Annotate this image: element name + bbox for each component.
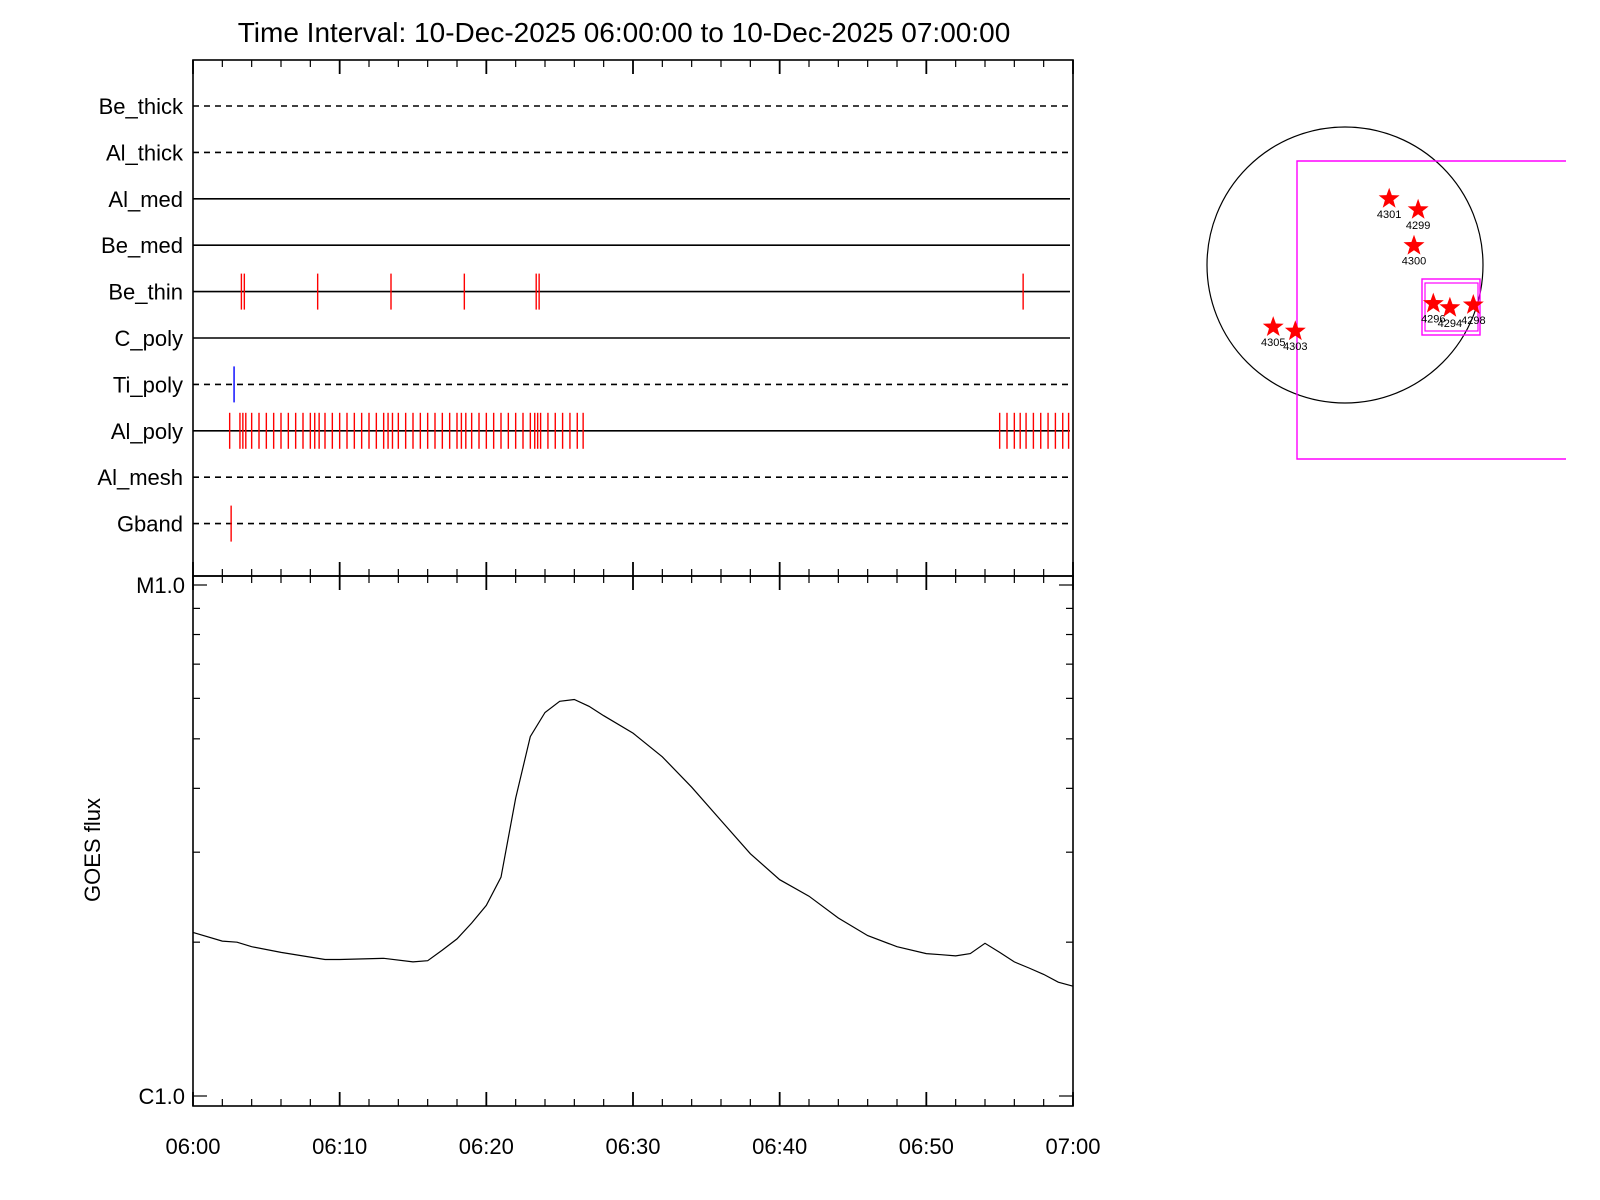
star-marker <box>1439 296 1461 317</box>
x-tick-label: 06:30 <box>605 1134 660 1159</box>
channel-label: Be_thin <box>108 280 183 305</box>
x-tick-label: 06:10 <box>312 1134 367 1159</box>
active-region-label: 4301 <box>1377 209 1401 221</box>
active-region-4298: 4298 <box>1461 294 1486 327</box>
x-tick-label: 06:40 <box>752 1134 807 1159</box>
channel-row-ti_poly: Ti_poly <box>113 366 1070 403</box>
channel-label: Al_med <box>108 187 183 212</box>
y-axis-label: GOES flux <box>80 798 105 902</box>
star-marker <box>1284 320 1306 341</box>
goes-flux-line <box>192 698 1074 987</box>
channel-row-be_thick: Be_thick <box>99 94 1070 119</box>
solar-limb <box>1206 126 1484 404</box>
channel-rows: Be_thick Al_thick Al_med Be_med Be_thin C_pol… <box>97 94 1070 542</box>
active-region-label: 4305 <box>1261 337 1285 349</box>
channel-label: C_poly <box>115 326 183 351</box>
star-marker <box>1378 187 1400 208</box>
active-region-label: 4303 <box>1283 341 1307 353</box>
region-box-outer <box>1421 278 1481 336</box>
channel-label: Be_thick <box>99 94 184 119</box>
timeline-ticks <box>192 60 1074 576</box>
active-region-label: 4296 <box>1421 314 1445 326</box>
x-tick-label: 06:00 <box>165 1134 220 1159</box>
channel-label: Gband <box>117 512 183 537</box>
y-axis-tick-labels: C1.0 M1.0 <box>136 573 185 1109</box>
channel-label: Ti_poly <box>113 372 183 397</box>
active-region-4303: 4303 <box>1283 320 1308 353</box>
channel-row-be_thin: Be_thin <box>108 273 1070 310</box>
x-axis-tick-labels: 06:00 06:10 06:20 06:30 06:40 06:50 07:00 <box>165 1134 1100 1159</box>
channel-row-al_thick: Al_thick <box>106 140 1070 165</box>
channel-label: Al_thick <box>106 140 184 165</box>
star-marker <box>1422 292 1444 313</box>
y-tick-label: M1.0 <box>136 573 185 598</box>
channel-row-be_med: Be_med <box>101 233 1070 258</box>
channel-label: Al_mesh <box>97 465 183 490</box>
timeline-frame <box>192 59 1074 577</box>
star-marker <box>1407 198 1429 219</box>
field-of-view-box <box>1296 160 1566 460</box>
flux-frame <box>192 575 1074 1107</box>
star-marker <box>1403 234 1425 255</box>
active-region-label: 4300 <box>1402 256 1426 268</box>
goes-flux-panel: 06:00 06:10 06:20 06:30 06:40 06:50 07:00 C1.0… <box>80 573 1101 1159</box>
channel-row-c_poly: C_poly <box>115 326 1070 351</box>
chart-title: Time Interval: 10-Dec-2025 06:00:00 to 1… <box>238 17 1011 48</box>
x-tick-label: 06:50 <box>899 1134 954 1159</box>
flux-ticks <box>192 576 1074 1106</box>
active-region-4296: 4296 <box>1421 292 1446 326</box>
channel-timeline-panel: Be_thick Al_thick Al_med Be_med Be_thin C_pol… <box>97 59 1074 577</box>
y-tick-label: C1.0 <box>139 1084 185 1109</box>
active-region-label: 4294 <box>1438 318 1462 330</box>
active-region-label: 4298 <box>1461 315 1485 327</box>
channel-row-gband: Gband <box>117 505 1070 542</box>
star-marker <box>1462 294 1484 314</box>
active-region-4305: 4305 <box>1261 316 1285 349</box>
star-marker <box>1262 316 1284 336</box>
channel-row-al_mesh: Al_mesh <box>97 465 1070 490</box>
x-tick-label: 06:20 <box>459 1134 514 1159</box>
channel-row-al_med: Al_med <box>108 187 1070 212</box>
active-region-4300: 4300 <box>1402 234 1426 268</box>
active-region-4299: 4299 <box>1406 198 1430 232</box>
channel-row-al_poly: Al_poly <box>111 412 1070 449</box>
x-tick-label: 07:00 <box>1045 1134 1100 1159</box>
active-region-label: 4299 <box>1406 220 1430 232</box>
channel-label: Be_med <box>101 233 183 258</box>
channel-label: Al_poly <box>111 419 183 444</box>
region-box-inner <box>1424 282 1479 332</box>
active-region-4294: 4294 <box>1438 296 1462 330</box>
active-region-4301: 4301 <box>1377 187 1401 221</box>
